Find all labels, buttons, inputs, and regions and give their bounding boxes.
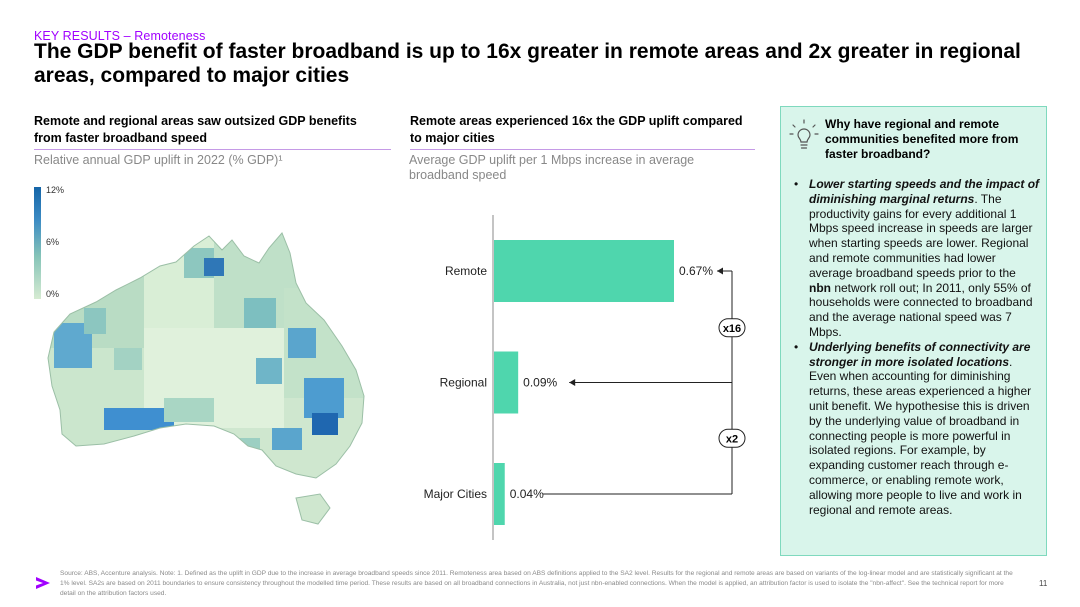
insight-bullet-1: Lower starting speeds and the impact of … bbox=[793, 177, 1041, 340]
tasmania-shape bbox=[295, 493, 331, 525]
source-footnote: Source: ABS, Accenture analysis. Note: 1… bbox=[60, 570, 1013, 597]
section-kicker: KEY RESULTS – Remoteness bbox=[34, 29, 206, 43]
value-label-remote: 0.67% bbox=[679, 264, 713, 278]
bar-major-cities bbox=[494, 463, 505, 525]
value-label-major-cities: 0.04% bbox=[510, 487, 544, 501]
legend-tick-low: 0% bbox=[46, 289, 60, 299]
category-label-major-cities: Major Cities bbox=[424, 487, 487, 501]
insight-bullet-2: Underlying benefits of connectivity are … bbox=[793, 340, 1041, 518]
bullet-1-nbn: nbn bbox=[809, 280, 831, 295]
accenture-logo-icon bbox=[36, 577, 50, 589]
chart-subtitle: Average GDP uplift per 1 Mbps increase i… bbox=[409, 153, 695, 182]
bullet-1-lead: Lower starting speeds and the impact of … bbox=[809, 177, 1040, 206]
map-subtitle: Relative annual GDP uplift in 2022 (% GD… bbox=[34, 153, 283, 167]
bar-regional bbox=[494, 351, 519, 414]
bullet-1-text-b: network roll out; In 2011, only 55% of h… bbox=[809, 280, 1033, 339]
bullet-2-lead: Underlying benefits of connectivity are … bbox=[809, 339, 1031, 369]
category-label-remote: Remote bbox=[445, 264, 487, 278]
bar-remote bbox=[494, 240, 674, 302]
bullet-1-text-a: . The productivity gains for every addit… bbox=[809, 191, 1033, 280]
chart-heading-rule bbox=[410, 149, 755, 150]
multiplier-x2-label: x2 bbox=[726, 433, 738, 445]
lightbulb-icon bbox=[789, 119, 819, 149]
multiplier-x2-badge bbox=[718, 428, 746, 448]
insight-bullet-list: Lower starting speeds and the impact of … bbox=[793, 177, 1041, 517]
multiplier-x16-badge bbox=[718, 318, 746, 338]
page-title: The GDP benefit of faster broadband is u… bbox=[34, 40, 1021, 87]
bullet-2-text: . Even when accounting for diminishing r… bbox=[809, 354, 1032, 517]
multiplier-x16-label: x16 bbox=[723, 323, 741, 335]
legend-tick-high: 12% bbox=[46, 185, 65, 195]
category-label-regional: Regional bbox=[440, 376, 487, 390]
value-label-regional: 0.09% bbox=[523, 376, 557, 390]
map-heading: Remote and regional areas saw outsized G… bbox=[34, 114, 357, 145]
bar-chart: Remote 0.67% Regional 0.09% Major Cities 0.04… bbox=[424, 215, 746, 540]
chart-heading: Remote areas experienced 16x the GDP upl… bbox=[410, 114, 743, 145]
arrowhead-regional bbox=[569, 379, 576, 386]
page-number: 11 bbox=[1039, 579, 1048, 588]
insight-panel: Why have regional and remote communities… bbox=[780, 106, 1047, 556]
australia-choropleth-map bbox=[47, 232, 365, 525]
insight-panel-title: Why have regional and remote communities… bbox=[825, 117, 1019, 161]
map-legend-colorbar bbox=[34, 187, 41, 299]
legend-tick-mid: 6% bbox=[46, 237, 60, 247]
map-heading-rule bbox=[34, 149, 391, 150]
arrowhead-remote bbox=[717, 267, 723, 275]
